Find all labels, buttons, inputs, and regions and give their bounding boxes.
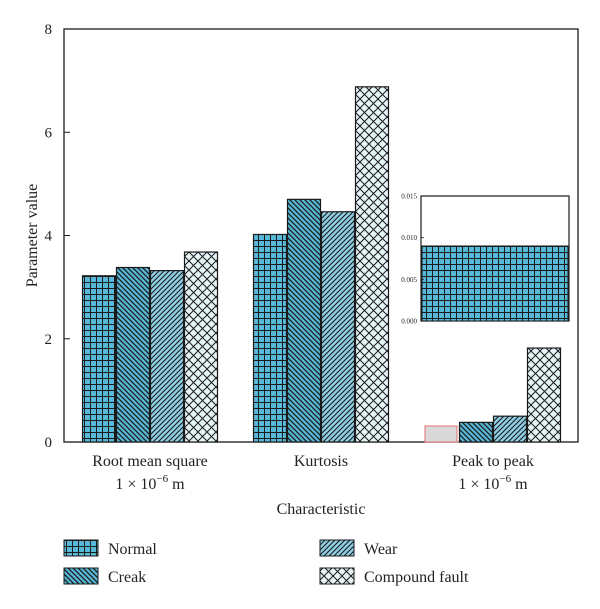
x-category-label: Root mean square — [92, 453, 208, 470]
bar — [252, 233, 288, 443]
bar — [286, 198, 322, 443]
inset-tick-label: 0.005 — [401, 276, 417, 284]
x-category-unit: 1 × 10−6 m — [115, 473, 185, 493]
bar — [354, 86, 390, 443]
inset-tick-label: 0.000 — [401, 318, 417, 326]
unit-exponent: −6 — [499, 473, 511, 485]
bar — [149, 270, 185, 443]
unit-suffix: m — [511, 476, 528, 493]
y-tick-label: 4 — [45, 229, 53, 245]
legend-label: Compound fault — [364, 569, 469, 586]
bar — [115, 266, 151, 443]
legend-label: Normal — [108, 541, 157, 558]
inset-bar — [421, 245, 569, 322]
bar — [526, 347, 562, 443]
inset-tick-label: 0.015 — [401, 193, 417, 201]
bar — [183, 251, 219, 443]
legend-swatch — [319, 539, 355, 557]
unit-base: 1 × 10 — [115, 476, 156, 493]
y-tick-label: 0 — [45, 435, 53, 451]
legend-swatch — [319, 567, 355, 585]
x-category-unit: 1 × 10−6 m — [458, 473, 528, 493]
legend-label: Wear — [364, 541, 398, 558]
y-tick-label: 2 — [45, 332, 53, 348]
bar — [458, 421, 494, 443]
legend-swatch — [63, 539, 99, 557]
bar — [320, 211, 356, 443]
x-category-label: Kurtosis — [294, 453, 348, 470]
y-axis-title: Parameter value — [24, 184, 41, 288]
x-category-label: Peak to peak — [452, 453, 534, 470]
unit-base: 1 × 10 — [458, 476, 499, 493]
inset-tick-label: 0.010 — [401, 234, 417, 242]
bar — [81, 275, 117, 443]
legend-label: Creak — [108, 569, 146, 586]
zoom-highlight-box — [424, 425, 458, 443]
unit-exponent: −6 — [156, 473, 168, 485]
unit-suffix: m — [168, 476, 185, 493]
y-tick-label: 8 — [45, 22, 53, 38]
legend-swatch — [63, 567, 99, 585]
y-tick-label: 6 — [45, 125, 53, 141]
x-axis-title: Characteristic — [277, 501, 366, 518]
bar — [492, 415, 528, 443]
